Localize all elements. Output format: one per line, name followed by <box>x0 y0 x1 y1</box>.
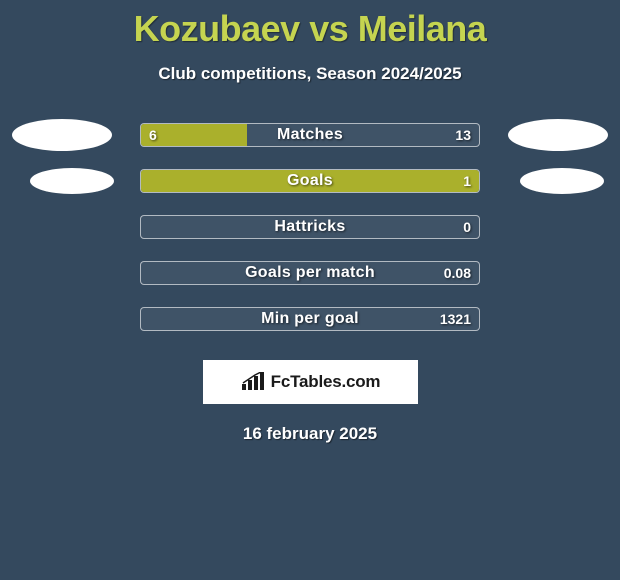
brand-badge: FcTables.com <box>203 360 418 404</box>
player-avatar-right <box>508 119 608 151</box>
stat-right-value: 1321 <box>440 308 471 330</box>
comparison-chart: 6 Matches 13 Goals 1 Hattricks 0 Goals p… <box>0 112 620 342</box>
page-title: Kozubaev vs Meilana <box>0 0 620 50</box>
stat-bar: Goals per match 0.08 <box>140 261 480 285</box>
stat-right-value: 0.08 <box>444 262 471 284</box>
player-avatar-left <box>12 119 112 151</box>
stat-row-gpm: Goals per match 0.08 <box>0 250 620 296</box>
stat-right-value: 13 <box>455 124 471 146</box>
stat-bar: Min per goal 1321 <box>140 307 480 331</box>
brand-chart-icon <box>240 372 266 392</box>
stat-row-goals: Goals 1 <box>0 158 620 204</box>
stat-label: Goals per match <box>141 262 479 284</box>
stat-row-mpg: Min per goal 1321 <box>0 296 620 342</box>
stat-label: Min per goal <box>141 308 479 330</box>
stat-label: Hattricks <box>141 216 479 238</box>
player-avatar-right <box>520 168 604 194</box>
subtitle: Club competitions, Season 2024/2025 <box>0 64 620 84</box>
bar-fill-full <box>141 170 479 192</box>
stat-row-matches: 6 Matches 13 <box>0 112 620 158</box>
stat-bar: 6 Matches 13 <box>140 123 480 147</box>
report-date: 16 february 2025 <box>0 424 620 444</box>
stat-bar: Hattricks 0 <box>140 215 480 239</box>
stat-right-value: 0 <box>463 216 471 238</box>
stat-bar: Goals 1 <box>140 169 480 193</box>
bar-fill-left <box>141 124 247 146</box>
player-avatar-left <box>30 168 114 194</box>
stat-row-hattricks: Hattricks 0 <box>0 204 620 250</box>
brand-text: FcTables.com <box>271 372 381 392</box>
